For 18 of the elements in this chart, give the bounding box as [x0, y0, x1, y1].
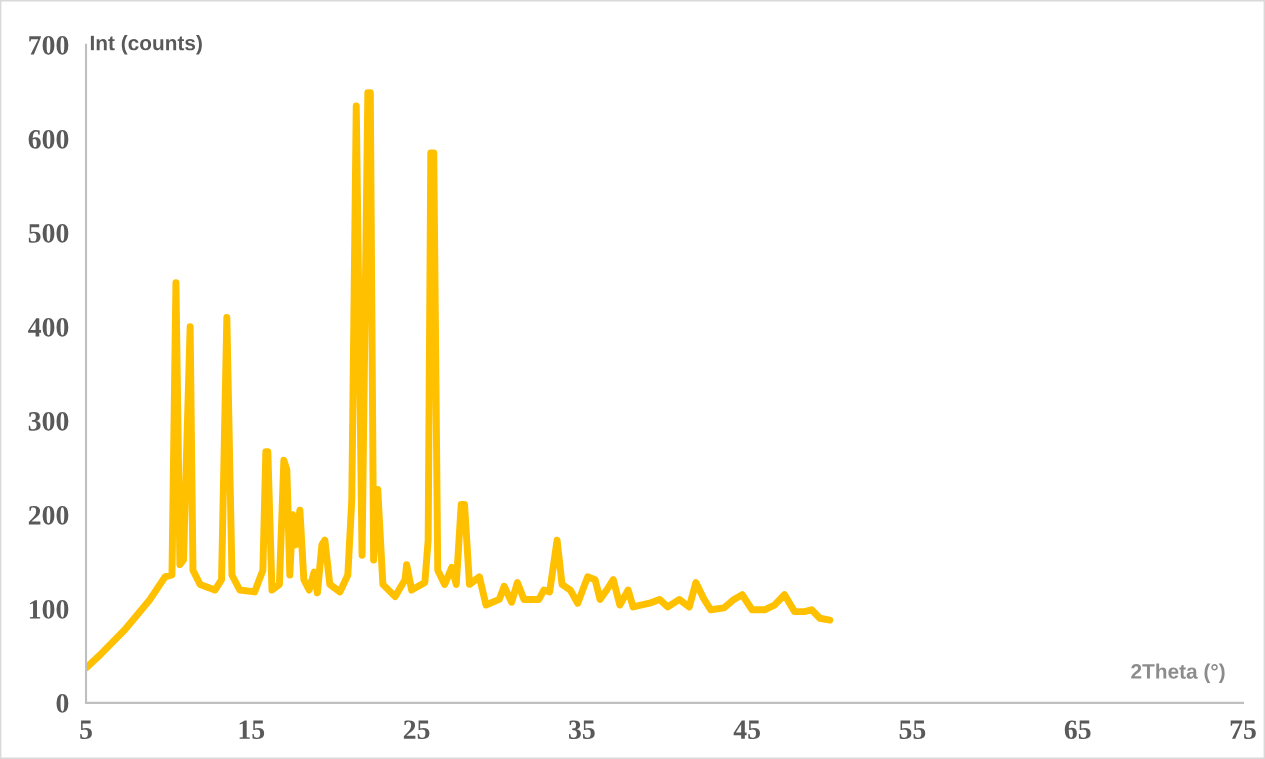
y-tick-label: 600 — [28, 129, 69, 149]
x-tick-label: 25 — [403, 720, 430, 740]
x-tick-label: 5 — [80, 720, 92, 740]
y-tick-label: 300 — [28, 411, 69, 431]
y-tick-label: 200 — [28, 505, 69, 525]
x-tick-label: 35 — [569, 720, 595, 740]
x-tick-label: 15 — [239, 720, 265, 740]
y-tick-label: 0 — [56, 694, 69, 713]
x-tick-label: 65 — [1064, 720, 1091, 740]
y-tick-label: 400 — [28, 317, 69, 337]
x-axis-title: 2Theta (°) — [1131, 663, 1225, 683]
y-tick-label: 700 — [29, 35, 69, 55]
x-tick-label: 45 — [733, 720, 761, 740]
x-tick-label: 75 — [1230, 720, 1256, 740]
y-tick-label: 500 — [28, 223, 69, 243]
y-axis-title: Int (counts) — [90, 35, 202, 55]
x-tick-label: 55 — [899, 720, 926, 740]
y-tick-label: 100 — [29, 599, 69, 619]
